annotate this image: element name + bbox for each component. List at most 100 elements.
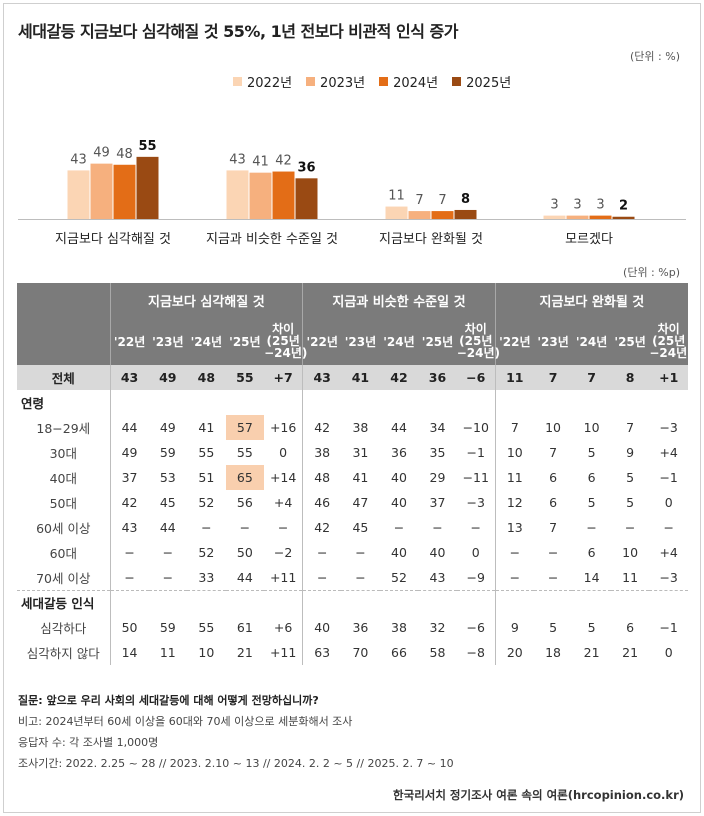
diff-header: 차이 (25년 −24년) [264, 317, 307, 365]
table-cell: 37 [109, 465, 149, 490]
table-cell: − [494, 565, 534, 591]
table-cell: 5 [587, 495, 596, 510]
table-cell: 43 [302, 365, 342, 390]
table-cell [226, 390, 265, 415]
table-row: 60세 이상 43 44− − −42 45− − −13 7− − − [17, 515, 688, 540]
row-label: 전체 [17, 365, 111, 390]
table-cell: − [162, 545, 174, 560]
table-cell: 36 [352, 620, 369, 635]
bar [67, 170, 90, 219]
table-cell [649, 390, 688, 415]
table-cell: 7 [626, 420, 635, 435]
table-cell: +6 [273, 620, 293, 635]
table-cell: 53 [159, 470, 176, 485]
table-cell: 11 [159, 645, 176, 660]
table-cell: − [302, 540, 342, 565]
table-cell: −3 [466, 495, 485, 510]
row-label: 18−29세 [36, 421, 91, 436]
figure-frame [3, 3, 701, 813]
table-cell: 55 [198, 445, 215, 460]
table-row: 18−29세 44 49 41 57 +16 42 38 44 34 −10 7 10 10 7 −3 [17, 415, 688, 440]
table-cell [149, 590, 188, 615]
table-cell: 10 [545, 420, 562, 435]
table-cell: − [470, 520, 481, 535]
table-cell: 0 [279, 445, 288, 460]
bar [90, 163, 113, 219]
table-cell: 42 [379, 365, 419, 390]
legend-swatch [233, 77, 242, 86]
table-cell: − [302, 565, 342, 591]
table-cell: 7 [549, 520, 558, 535]
table-cell: 10 [494, 440, 534, 465]
table-cell: 41 [352, 470, 369, 485]
table-cell: 44 [391, 420, 407, 435]
table-cell: +4 [659, 545, 678, 560]
table-cell: 0 [664, 645, 673, 660]
table-cell: 50 [109, 615, 149, 640]
table-cell [572, 590, 611, 615]
bar-chart: 43 49 48 55 지금보다 심각해질 것 43 41 42 36 지금과 비슷한 수준일 것… [18, 139, 686, 247]
table-cell [109, 590, 149, 615]
bar [385, 206, 408, 219]
legend-label: 2024년 [393, 76, 439, 91]
table-cell [494, 590, 534, 615]
table-row: 50대 42 45 52 56 +4 46 47 40 37 −3 12 6 5 5 0 [17, 490, 688, 515]
table-cell: 13 [494, 515, 534, 540]
table-cell: 56 [236, 495, 253, 510]
results-table: 지금보다 심각해질 것 지금과 비슷한 수준일 것 지금보다 완화될 것 '22년 '2… [17, 283, 693, 665]
table-cell: 49 [109, 440, 149, 465]
table-cell: 6 [587, 470, 596, 485]
table-cell: +7 [264, 365, 303, 390]
table-cell: −1 [659, 620, 678, 635]
table-cell: 52 [379, 565, 419, 591]
table-cell [187, 390, 226, 415]
bar-value-label: 43 [70, 152, 87, 167]
table-cell: 55 [198, 620, 215, 635]
chart-unit-label: (단위 : %) [630, 50, 680, 63]
table-cell: − [109, 540, 149, 565]
table-cell: 52 [198, 545, 215, 560]
table-cell: 50 [236, 545, 253, 560]
table-cell: 63 [302, 640, 342, 665]
chart-legend: 2022년 2023년 2024년 2025년 [233, 72, 511, 91]
legend-item: 2025년 [452, 72, 511, 91]
table-cell: 20 [494, 640, 534, 665]
table-cell: 6 [626, 620, 635, 635]
table-cell: 11 [610, 565, 650, 591]
category-label: 지금보다 심각해질 것 [55, 232, 171, 247]
table-cell: 6 [549, 470, 558, 485]
notes: 질문: 앞으로 우리 사회의 세대갈등에 대해 어떻게 전망하십니까? 비고: … [18, 690, 454, 774]
table-cell: 6 [587, 545, 596, 560]
table-cell: 57 [225, 415, 265, 440]
group-header: 지금과 비슷한 수준일 것 [302, 283, 496, 317]
year-header: '22년 [302, 317, 342, 365]
table-cell: 48 [187, 365, 226, 390]
table-cell: 9 [626, 445, 635, 460]
table-cell: − [547, 545, 559, 560]
bar-value-label: 3 [550, 198, 558, 213]
table-cell: 40 [391, 545, 407, 560]
category-label: 지금과 비슷한 수준일 것 [206, 232, 338, 247]
table-cell: 21 [583, 645, 600, 660]
table-cell [226, 590, 265, 615]
row-label: 40대 [49, 471, 77, 486]
table-cell: 44 [159, 520, 176, 535]
table-cell: 21 [622, 645, 639, 660]
table-cell: 66 [391, 645, 407, 660]
table-cell [611, 590, 650, 615]
year-header: '23년 [341, 317, 380, 365]
bar-value-label: 48 [116, 147, 133, 162]
table-cell: 5 [587, 445, 596, 460]
table-row: 30대 49 59 55 55 0 38 31 36 35 −1 10 7 5 9 +4 [17, 440, 688, 465]
bar-value-label: 11 [388, 189, 405, 204]
row-label: 심각하지 않다 [26, 646, 100, 661]
table-cell: 36 [391, 445, 407, 460]
row-label: 50대 [49, 496, 77, 511]
table-cell: 48 [302, 465, 342, 490]
table-cell: 5 [626, 495, 635, 510]
table-cell: +14 [269, 470, 297, 485]
year-header: '25년 [610, 317, 650, 365]
legend-item: 2022년 [233, 72, 292, 91]
table-cell: − [494, 540, 534, 565]
table-cell: 5 [549, 620, 558, 635]
